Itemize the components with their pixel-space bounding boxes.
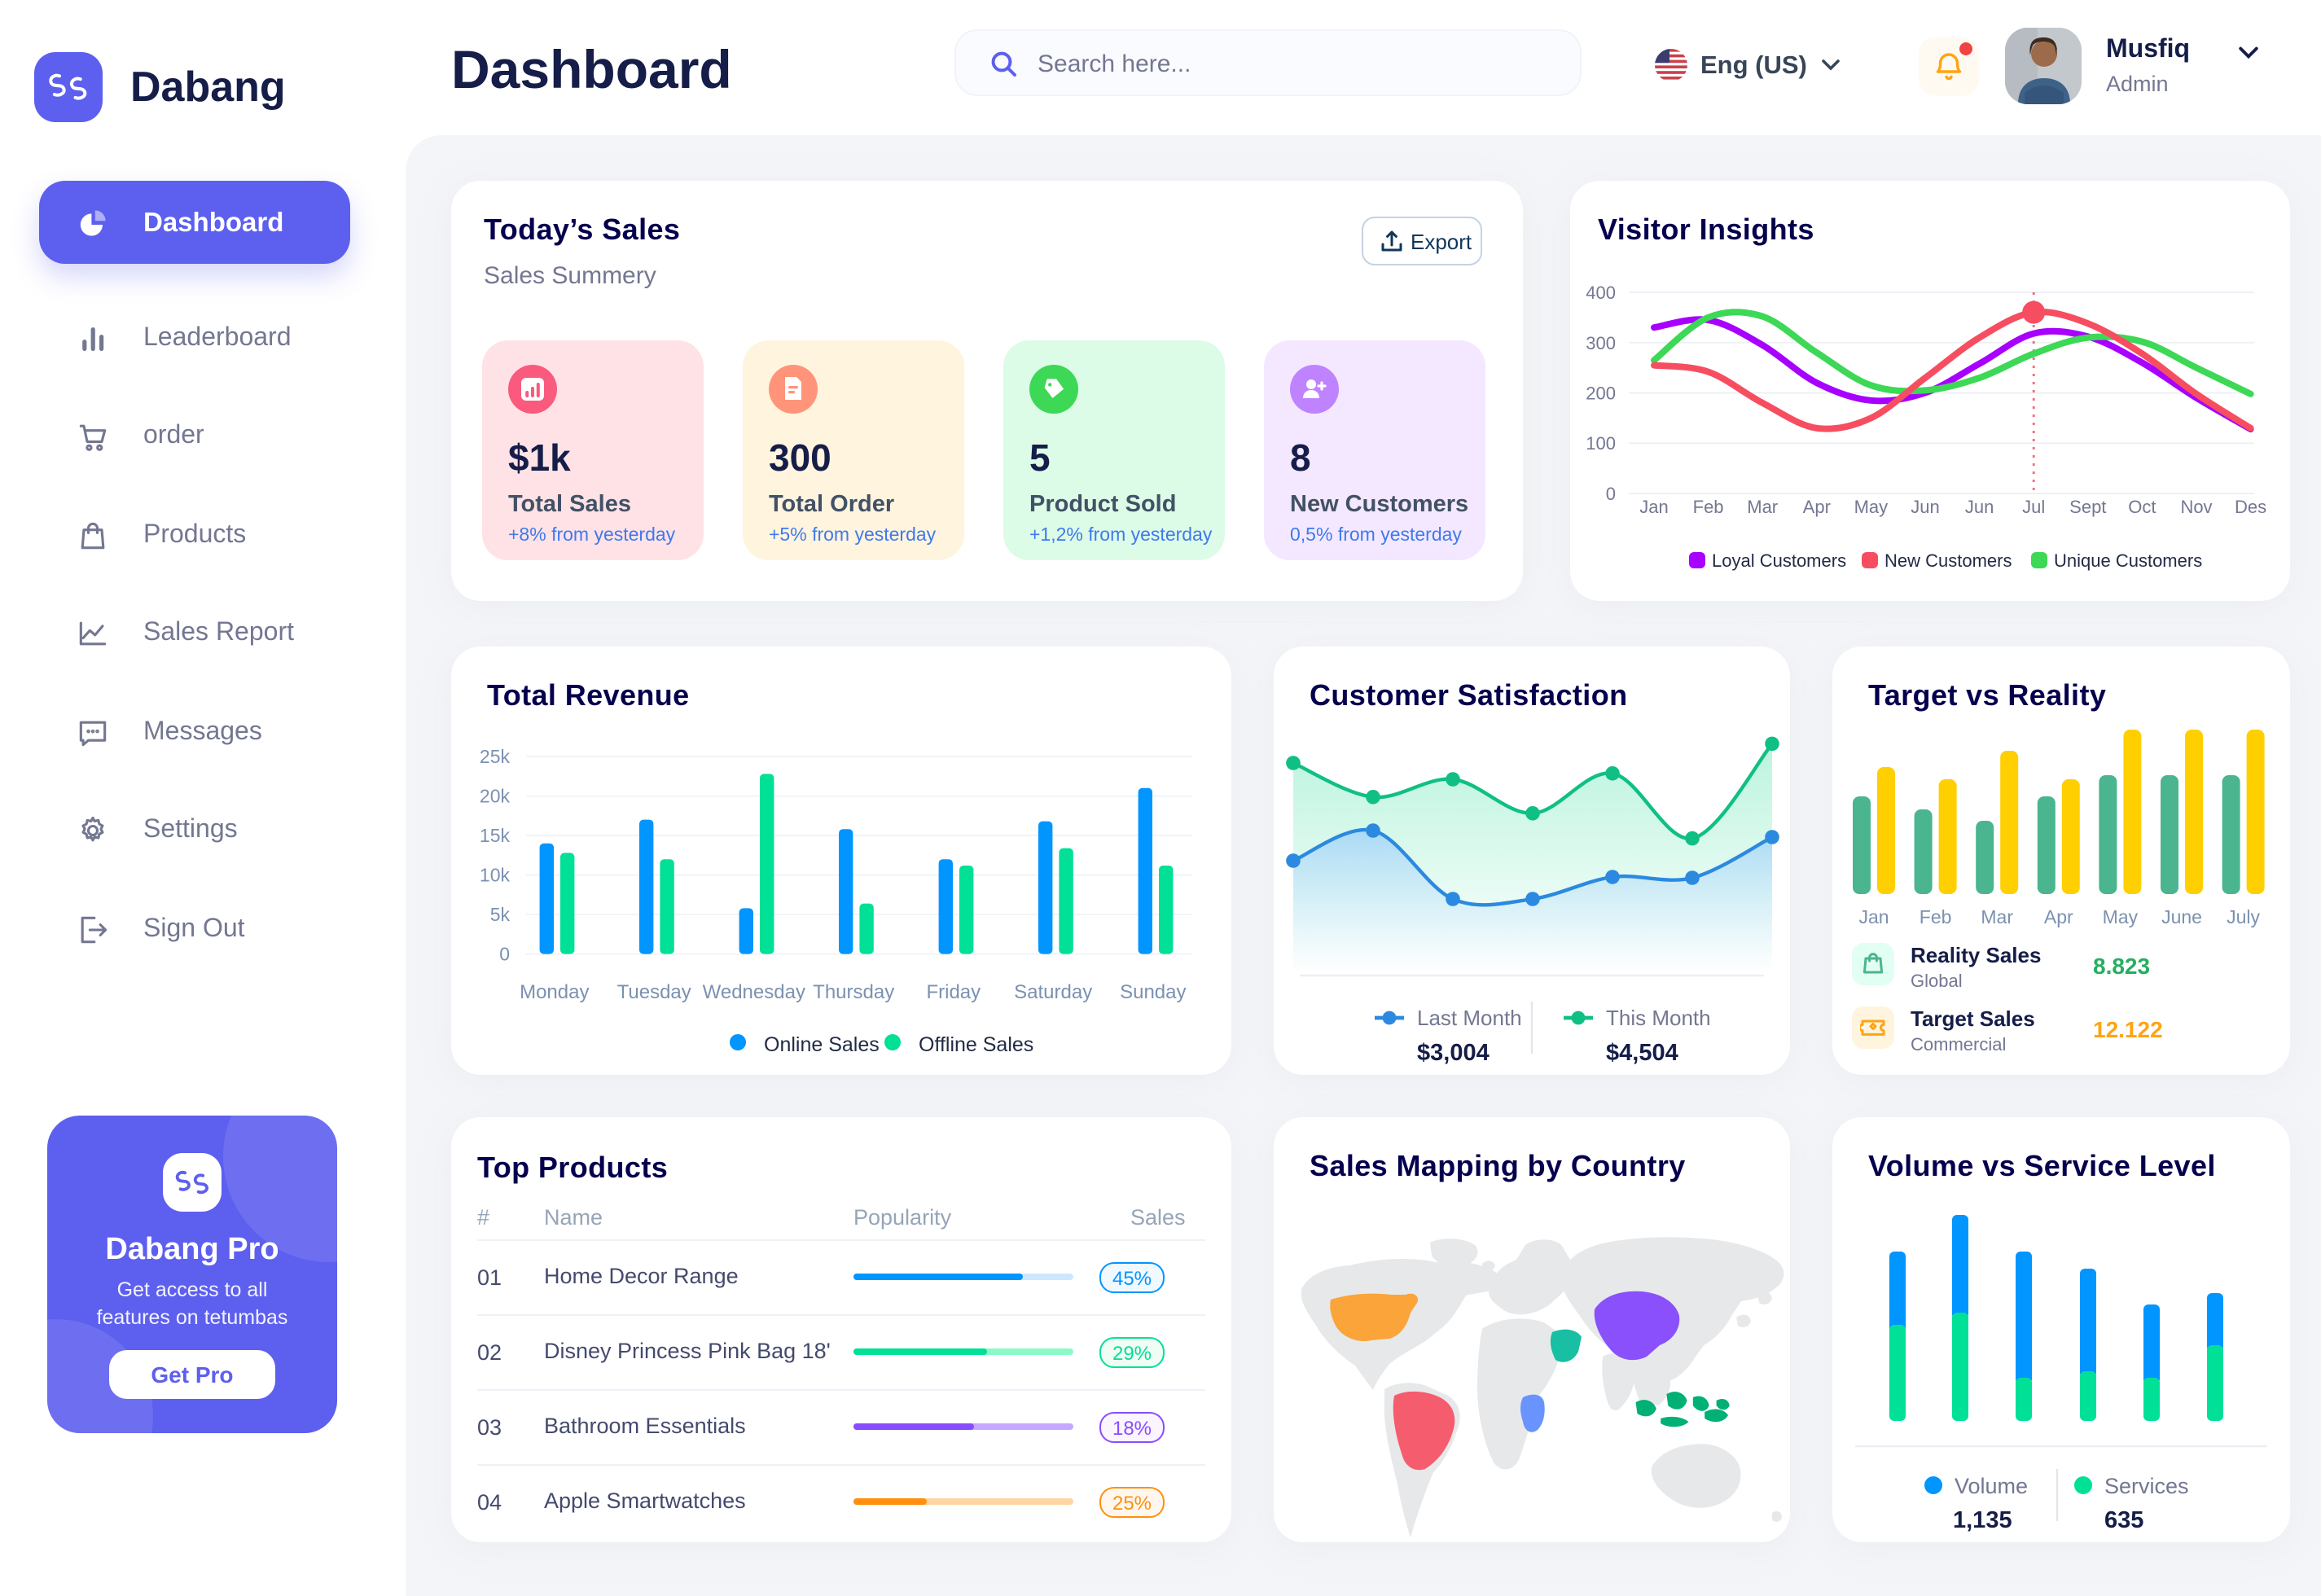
svg-text:Online Sales: Online Sales (764, 1033, 880, 1056)
svg-text:Thursday: Thursday (813, 981, 894, 1003)
svg-text:July: July (2227, 906, 2260, 927)
svg-text:5k: 5k (490, 904, 511, 925)
svg-text:400: 400 (1586, 283, 1616, 303)
svg-text:Tuesday: Tuesday (617, 981, 691, 1003)
svg-text:25k: 25k (480, 746, 511, 767)
svg-text:Mar: Mar (1747, 497, 1778, 517)
svg-text:This Month: This Month (1606, 1006, 1711, 1030)
svg-text:Jul: Jul (2022, 497, 2045, 517)
svg-text:Services: Services (2104, 1474, 2189, 1498)
svg-text:Volume: Volume (1955, 1474, 2028, 1498)
svg-text:Feb: Feb (1920, 906, 1952, 927)
svg-text:300: 300 (1586, 333, 1616, 353)
svg-text:1,135: 1,135 (1953, 1507, 2012, 1533)
svg-text:Mar: Mar (1981, 906, 2013, 927)
svg-text:0: 0 (1606, 484, 1616, 504)
svg-text:Oct: Oct (2128, 497, 2156, 517)
svg-text:Apr: Apr (1803, 497, 1831, 517)
svg-text:Loyal Customers: Loyal Customers (1712, 550, 1846, 571)
svg-text:Monday: Monday (520, 981, 589, 1003)
svg-text:Unique Customers: Unique Customers (2054, 550, 2202, 571)
svg-text:New Customers: New Customers (1884, 550, 2012, 571)
svg-text:Jan: Jan (1858, 906, 1889, 927)
svg-text:200: 200 (1586, 384, 1616, 404)
svg-text:Sept: Sept (2069, 497, 2106, 517)
svg-text:10k: 10k (480, 865, 511, 886)
svg-text:Last Month: Last Month (1417, 1006, 1522, 1030)
svg-text:Jun: Jun (1965, 497, 1994, 517)
svg-text:Friday: Friday (926, 981, 981, 1003)
svg-text:$4,504: $4,504 (1606, 1040, 1678, 1066)
svg-text:Nov: Nov (2180, 497, 2212, 517)
svg-text:$3,004: $3,004 (1417, 1040, 1490, 1066)
svg-text:Apr: Apr (2044, 906, 2073, 927)
svg-text:20k: 20k (480, 786, 511, 807)
svg-text:0: 0 (499, 944, 510, 965)
svg-text:June: June (2161, 906, 2202, 927)
svg-text:May: May (1854, 497, 1889, 517)
svg-text:Jan: Jan (1639, 497, 1668, 517)
svg-text:Sunday: Sunday (1120, 981, 1186, 1003)
svg-text:15k: 15k (480, 825, 511, 846)
svg-text:Offline Sales: Offline Sales (919, 1033, 1033, 1056)
svg-text:Des: Des (2235, 497, 2266, 517)
svg-text:Feb: Feb (1693, 497, 1724, 517)
svg-text:May: May (2103, 906, 2139, 927)
svg-text:635: 635 (2104, 1507, 2143, 1533)
svg-text:Saturday: Saturday (1014, 981, 1092, 1003)
svg-text:Wednesday: Wednesday (703, 981, 805, 1003)
svg-text:Jun: Jun (1911, 497, 1939, 517)
svg-text:100: 100 (1586, 433, 1616, 454)
